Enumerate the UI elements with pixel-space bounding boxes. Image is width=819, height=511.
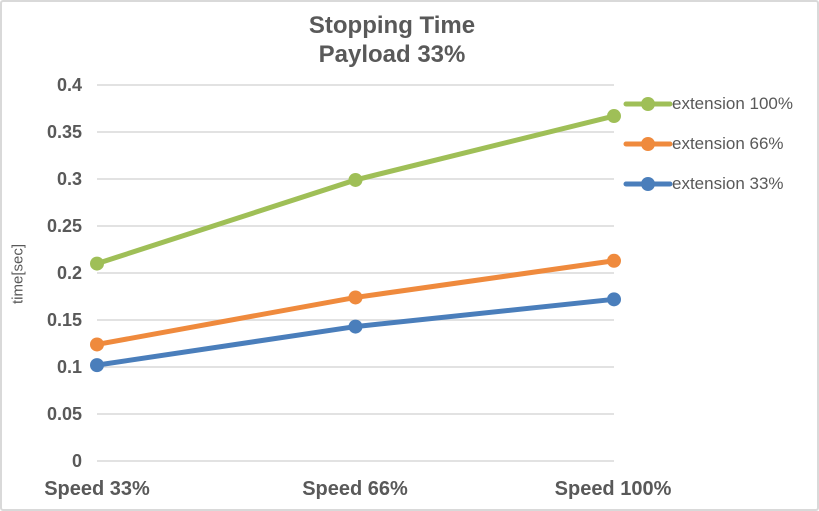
y-tick-label: 0	[71, 451, 82, 471]
data-point-marker	[607, 292, 621, 307]
legend-label-extension-33: extension 33%	[672, 174, 784, 193]
data-point-marker	[348, 172, 363, 187]
chart-title-line2: Payload 33%	[318, 41, 466, 68]
y-tick-label: 0.15	[46, 310, 82, 330]
x-axis-label-speed-33: Speed 33%	[44, 478, 150, 500]
y-tick-label: 0.35	[46, 122, 82, 142]
y-tick-label: 0.4	[56, 75, 82, 95]
x-axis-label-speed-100: Speed 100%	[554, 478, 672, 500]
chart-title: Stopping Time Payload 33%	[2, 11, 782, 69]
legend-label-extension-100: extension 100%	[672, 94, 793, 113]
y-axis-title: time[sec]	[9, 243, 27, 305]
x-axis-label-speed-66: Speed 66%	[302, 478, 408, 500]
data-point-marker	[607, 109, 621, 124]
data-point-marker	[90, 358, 104, 373]
y-tick-label: 0.2	[56, 263, 82, 283]
y-tick-label: 0.05	[46, 404, 82, 424]
data-point-marker	[607, 253, 621, 268]
legend-swatch-marker	[641, 137, 655, 151]
y-tick-label: 0.3	[56, 169, 82, 189]
data-point-marker	[90, 337, 104, 352]
legend-swatch-marker	[641, 177, 655, 191]
series-line-extension-100-	[94, 113, 617, 267]
data-point-marker	[348, 319, 363, 334]
chart-title-line1: Stopping Time	[308, 12, 476, 39]
legend-swatch-marker	[641, 97, 655, 111]
data-point-marker	[90, 256, 104, 271]
y-tick-label: 0.1	[56, 357, 82, 377]
y-tick-label: 0.25	[46, 216, 82, 236]
data-point-marker	[348, 290, 363, 305]
legend-label-extension-66: extension 66%	[672, 134, 784, 153]
